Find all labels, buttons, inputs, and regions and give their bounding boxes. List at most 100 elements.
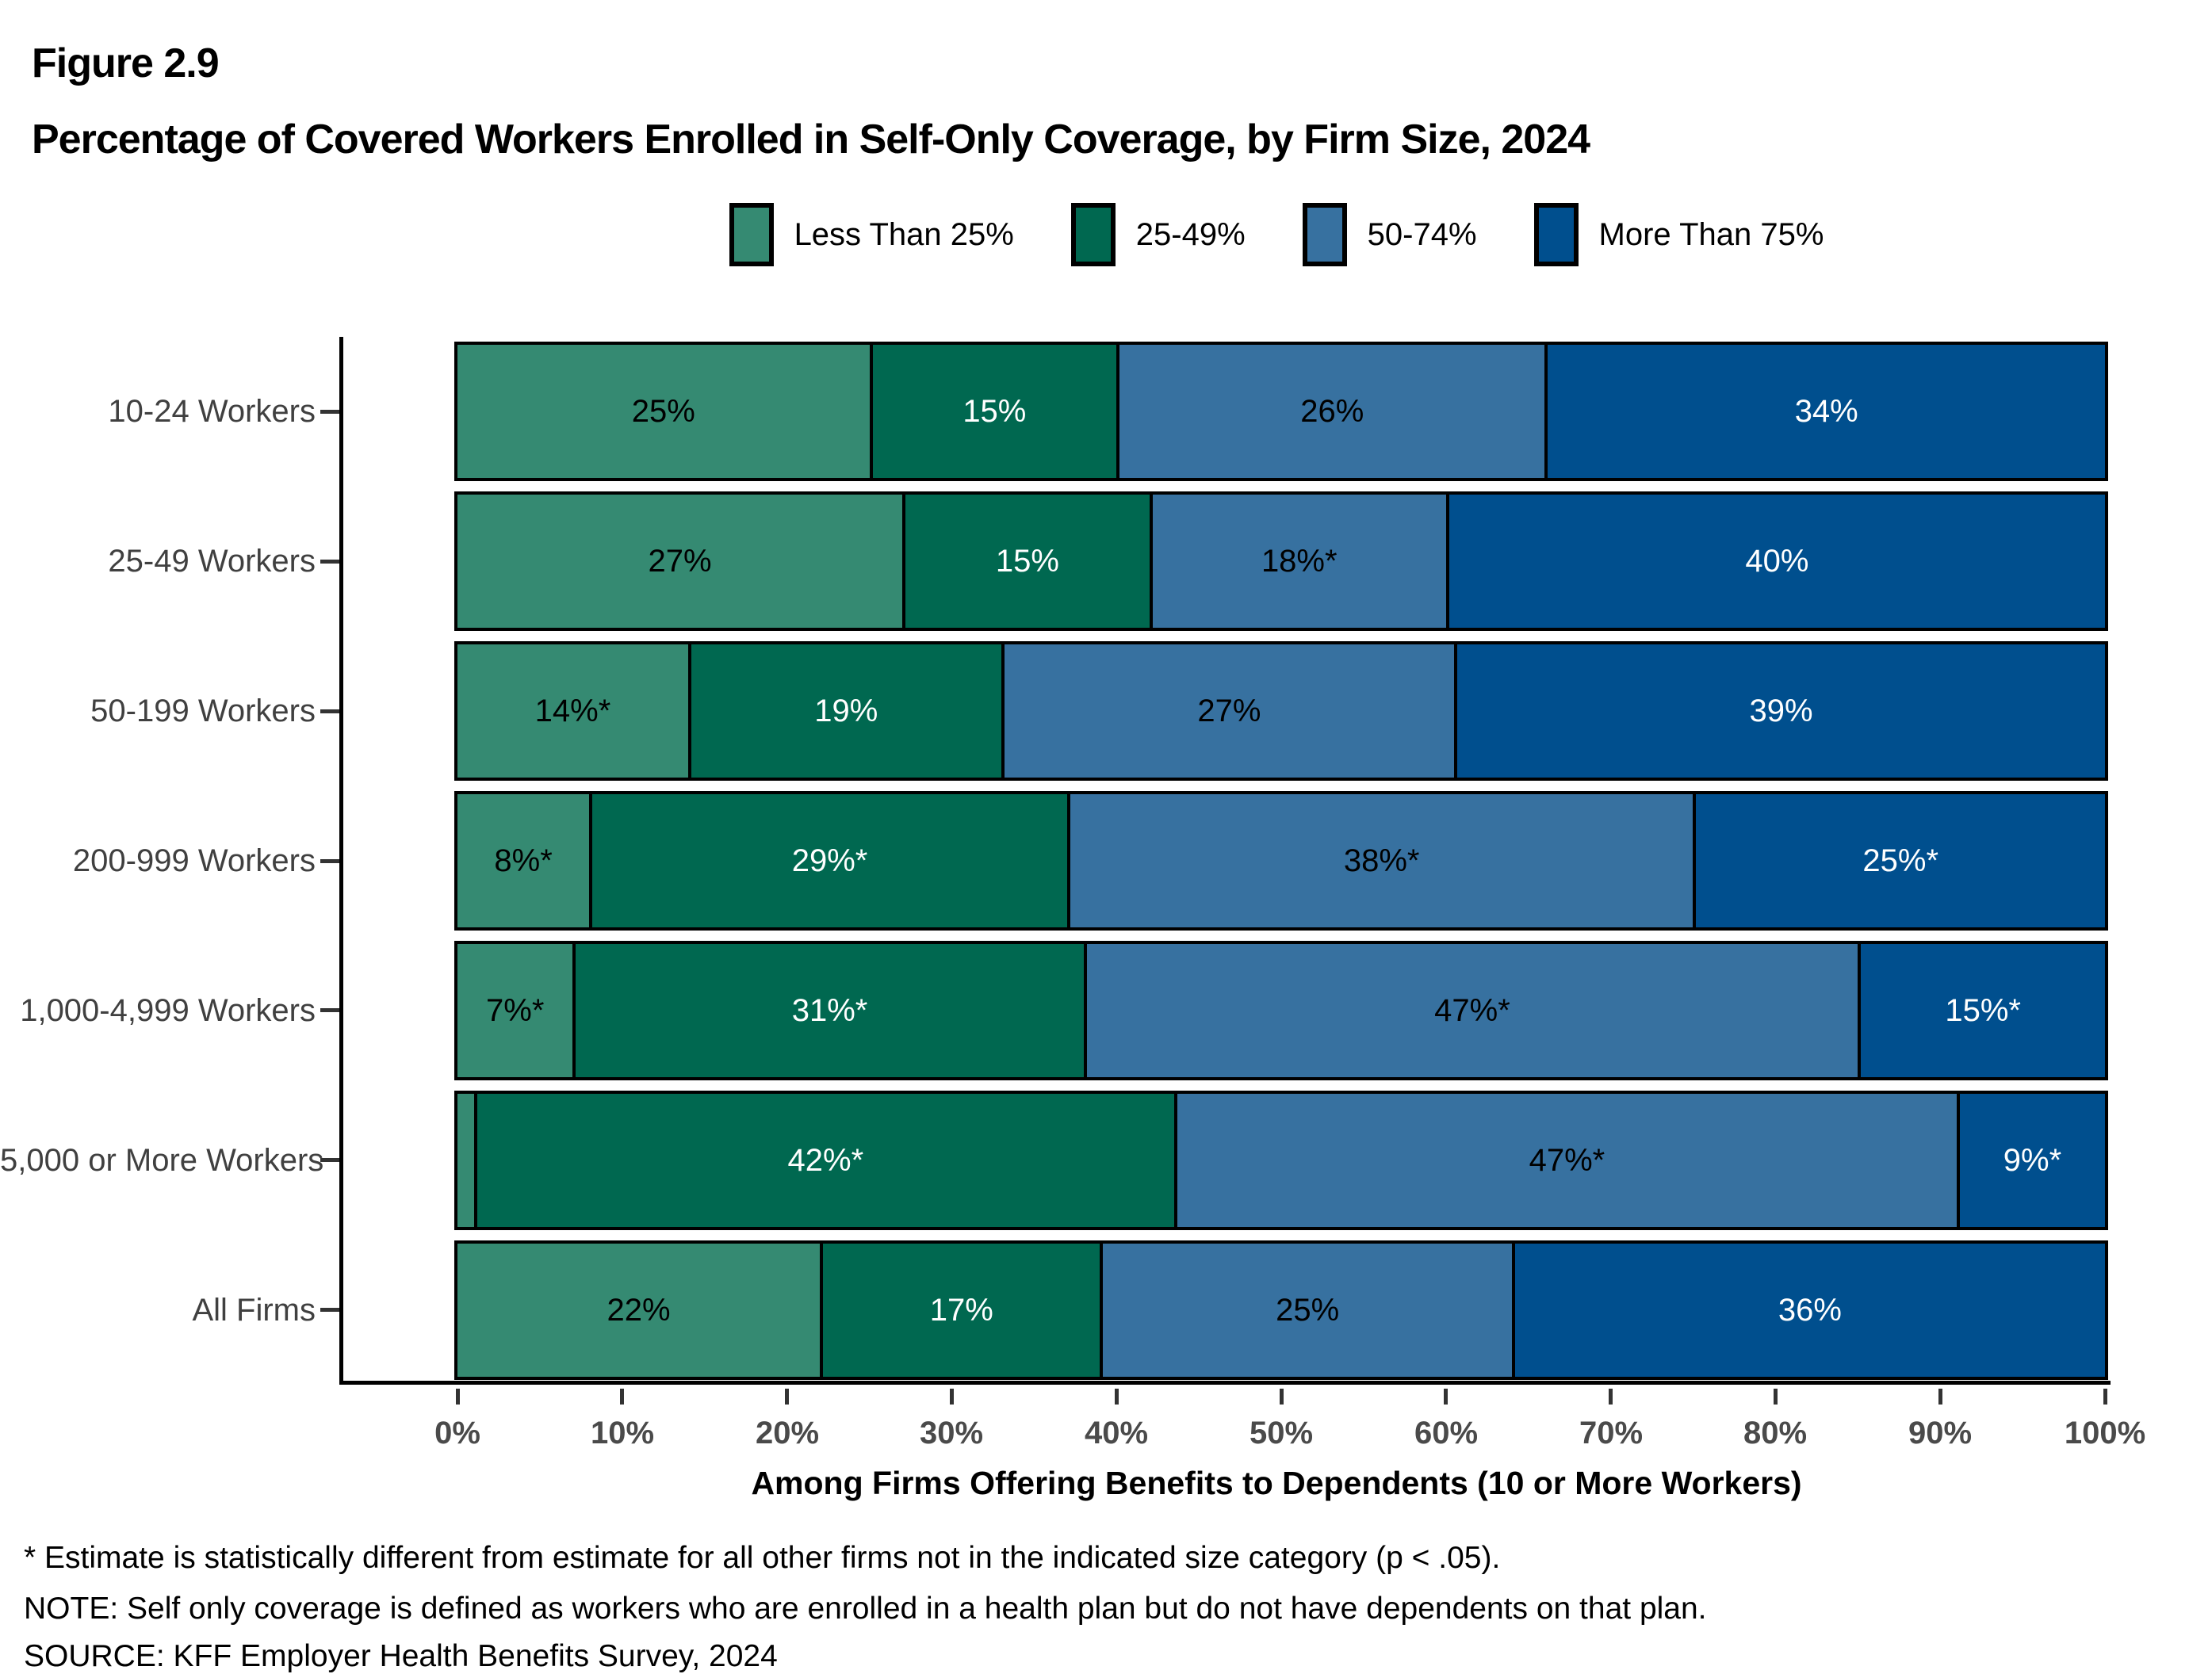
y-axis-category-label: 5,000 or More Workers bbox=[0, 1143, 324, 1178]
x-axis-tick-label: 10% bbox=[590, 1416, 655, 1450]
bar-segment-label: 8%* bbox=[494, 843, 553, 878]
bar-segment-label: 15% bbox=[995, 543, 1059, 579]
bar-row: 25% 15% 26% 34% bbox=[454, 342, 2108, 481]
bar-segment-label: 22% bbox=[607, 1292, 671, 1328]
x-axis-tick bbox=[1938, 1389, 1942, 1405]
bar-row: 14%* 19% 27% 39% bbox=[454, 641, 2108, 781]
y-axis-tick bbox=[320, 1008, 339, 1012]
bar-segment-label: 15% bbox=[962, 393, 1027, 429]
y-axis-category-label: 25-49 Workers bbox=[108, 544, 316, 579]
legend-swatch bbox=[1533, 203, 1579, 266]
legend-label: More Than 75% bbox=[1598, 216, 1824, 252]
chart-title: Percentage of Covered Workers Enrolled i… bbox=[32, 117, 1590, 162]
legend-swatch bbox=[1070, 203, 1116, 266]
bar-segment-label: 40% bbox=[1745, 543, 1809, 579]
y-axis-tick bbox=[320, 1308, 339, 1312]
x-axis-title: Among Firms Offering Benefits to Depende… bbox=[751, 1465, 1802, 1501]
bar-segment: 40% bbox=[1445, 495, 2105, 628]
bar-segment: 15% bbox=[902, 495, 1150, 628]
y-axis-category-label: 1,000-4,999 Workers bbox=[20, 993, 316, 1028]
x-axis-tick bbox=[785, 1389, 789, 1405]
y-axis-category-label: 10-24 Workers bbox=[108, 394, 316, 429]
bar-segment: 47%* bbox=[1083, 944, 1858, 1077]
bar-segment-label: 25%* bbox=[1862, 843, 1939, 878]
x-axis-tick-label: 20% bbox=[755, 1416, 820, 1450]
bar-segment-label: 47%* bbox=[1529, 1142, 1605, 1178]
y-axis-category-label: All Firms bbox=[192, 1293, 316, 1328]
legend-item: More Than 75% bbox=[1533, 203, 1824, 266]
bar-segment bbox=[457, 1094, 474, 1227]
y-axis-tick bbox=[320, 709, 339, 713]
bar-segment-label: 31%* bbox=[791, 992, 868, 1028]
legend-item: 50-74% bbox=[1302, 203, 1477, 266]
x-axis-tick-label: 90% bbox=[1908, 1416, 1973, 1450]
bar-segment-label: 34% bbox=[1794, 393, 1858, 429]
footnote-significance: * Estimate is statistically different fr… bbox=[24, 1541, 1501, 1575]
bar-row: 22% 17% 25% 36% bbox=[454, 1240, 2108, 1380]
bar-segment-label: 18%* bbox=[1261, 543, 1338, 579]
bar-segment: 9%* bbox=[1956, 1094, 2105, 1227]
legend-swatch bbox=[1302, 203, 1347, 266]
bar-segment: 39% bbox=[1454, 644, 2105, 778]
bar-row: 7%* 31%* 47%* 15%* bbox=[454, 941, 2108, 1080]
x-axis-tick-label: 50% bbox=[1249, 1416, 1314, 1450]
bar-segment: 17% bbox=[820, 1244, 1100, 1377]
x-axis-tick bbox=[1280, 1389, 1284, 1405]
x-axis-tick-label: 100% bbox=[2064, 1416, 2146, 1450]
bar-segment-label: 19% bbox=[814, 693, 878, 728]
bar-segment: 14%* bbox=[457, 644, 688, 778]
bar-segment: 47%* bbox=[1173, 1094, 1957, 1227]
bar-segment: 15%* bbox=[1858, 944, 2105, 1077]
bar-segment-label: 42%* bbox=[787, 1142, 864, 1178]
bar-segment-label: 38%* bbox=[1343, 843, 1420, 878]
x-axis-tick-label: 80% bbox=[1743, 1416, 1808, 1450]
bar-row: 42%* 47%* 9%* bbox=[454, 1091, 2108, 1230]
y-axis-tick bbox=[320, 410, 339, 414]
legend-item: Less Than 25% bbox=[729, 203, 1014, 266]
bar-segment: 36% bbox=[1511, 1244, 2105, 1377]
bar-segment-label: 7%* bbox=[486, 992, 545, 1028]
legend-item: 25-49% bbox=[1070, 203, 1246, 266]
footnote-source: SOURCE: KFF Employer Health Benefits Sur… bbox=[24, 1639, 778, 1673]
bar-segment-label: 15%* bbox=[1945, 992, 2021, 1028]
y-axis-category-label: 50-199 Workers bbox=[90, 694, 316, 728]
footnote-note: NOTE: Self only coverage is defined as w… bbox=[24, 1592, 1707, 1626]
y-axis-category-label: 200-999 Workers bbox=[72, 843, 316, 878]
bar-segment: 25% bbox=[1100, 1244, 1512, 1377]
y-axis-tick bbox=[320, 859, 339, 863]
bar-segment-label: 27% bbox=[1197, 693, 1261, 728]
bar-segment-label: 17% bbox=[929, 1292, 993, 1328]
bar-segment: 31%* bbox=[572, 944, 1084, 1077]
bar-segment: 25%* bbox=[1693, 794, 2105, 927]
bar-segment-label: 25% bbox=[631, 393, 695, 429]
legend-label: Less Than 25% bbox=[794, 216, 1014, 252]
bar-segment-label: 26% bbox=[1300, 393, 1364, 429]
bar-segment: 38%* bbox=[1066, 794, 1693, 927]
x-axis-tick bbox=[950, 1389, 954, 1405]
bar-segment: 34% bbox=[1544, 345, 2105, 478]
x-axis-tick-label: 60% bbox=[1414, 1416, 1479, 1450]
bar-segment-label: 39% bbox=[1749, 693, 1813, 728]
bar-segment-label: 29%* bbox=[791, 843, 868, 878]
bar-segment-label: 9%* bbox=[2003, 1142, 2062, 1178]
x-axis-tick-label: 0% bbox=[434, 1416, 480, 1450]
bar-row: 27% 15% 18%* 40% bbox=[454, 491, 2108, 631]
bar-segment-label: 14%* bbox=[534, 693, 611, 728]
bar-segment: 42%* bbox=[473, 1094, 1174, 1227]
bar-segment: 25% bbox=[457, 345, 870, 478]
x-axis-tick bbox=[2103, 1389, 2107, 1405]
x-axis-tick bbox=[1774, 1389, 1778, 1405]
x-axis-tick-label: 40% bbox=[1084, 1416, 1149, 1450]
legend-swatch bbox=[729, 203, 774, 266]
bar-segment-label: 27% bbox=[648, 543, 712, 579]
bar-segment: 8%* bbox=[457, 794, 590, 927]
x-axis-tick-label: 70% bbox=[1579, 1416, 1644, 1450]
x-axis-tick-label: 30% bbox=[919, 1416, 984, 1450]
x-axis-tick bbox=[456, 1389, 460, 1405]
figure-number: Figure 2.9 bbox=[32, 40, 220, 86]
bar-segment: 18%* bbox=[1149, 495, 1446, 628]
bar-segment-label: 47%* bbox=[1434, 992, 1510, 1028]
bar-segment: 19% bbox=[687, 644, 1001, 778]
bar-segment: 15% bbox=[869, 345, 1117, 478]
bar-segment-label: 25% bbox=[1276, 1292, 1340, 1328]
